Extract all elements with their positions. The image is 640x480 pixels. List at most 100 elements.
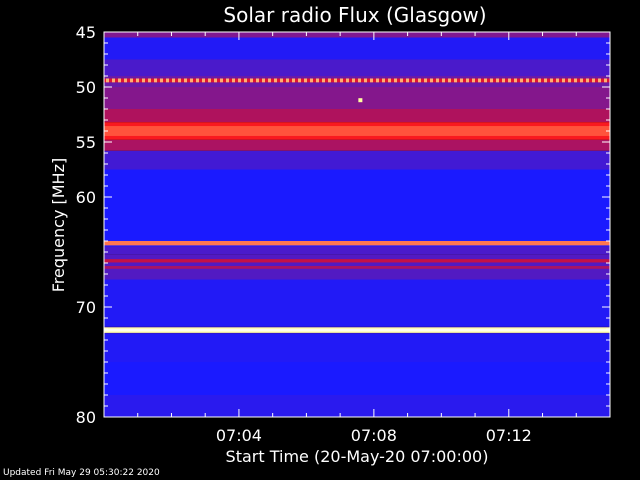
emission-line xyxy=(104,259,610,263)
frequency-band xyxy=(104,109,610,123)
emission-line xyxy=(104,126,610,136)
emission-line-dot xyxy=(388,78,391,83)
frequency-band xyxy=(104,333,610,362)
point-source xyxy=(358,98,363,103)
emission-line xyxy=(104,241,610,246)
emission-line-dot xyxy=(256,78,259,83)
x-tick-label: 07:04 xyxy=(216,426,262,445)
axes: 45 50 55 60 70 80 07:04 07:08 07:12 xyxy=(76,23,611,445)
emission-line-dot xyxy=(328,78,331,83)
emission-line-dot xyxy=(352,78,355,83)
emission-line-dot xyxy=(586,78,589,83)
emission-line-dot xyxy=(574,78,577,83)
emission-line-dot xyxy=(190,78,193,83)
emission-line-dot xyxy=(322,78,325,83)
emission-line-dot xyxy=(442,78,445,83)
emission-line-dot xyxy=(466,78,469,83)
emission-line-dot xyxy=(232,78,235,83)
emission-line-dot xyxy=(514,78,517,83)
emission-line-dot xyxy=(124,78,127,83)
emission-line-dot xyxy=(166,78,169,83)
emission-line-dot xyxy=(490,78,493,83)
emission-line-dot xyxy=(184,78,187,83)
updated-timestamp: Updated Fri May 29 05:30:22 2020 xyxy=(3,468,160,478)
frequency-band xyxy=(104,59,610,76)
y-tick-label: 45 xyxy=(76,23,96,42)
emission-line-dot xyxy=(520,78,523,83)
emission-line-dot xyxy=(418,78,421,83)
emission-line-dot xyxy=(544,78,547,83)
emission-line-dot xyxy=(202,78,205,83)
emission-line-dot xyxy=(112,78,115,83)
emission-line-dot xyxy=(214,78,217,83)
emission-line-dot xyxy=(106,78,109,83)
emission-line-dot xyxy=(346,78,349,83)
plot-frame xyxy=(103,31,611,418)
emission-line-dot xyxy=(310,78,313,83)
emission-line-dot xyxy=(568,78,571,83)
chart-title: Solar radio Flux (Glasgow) xyxy=(223,3,486,27)
emission-line-dot xyxy=(262,78,265,83)
frequency-band xyxy=(104,279,610,327)
emission-line-dot xyxy=(376,78,379,83)
emission-line-dot xyxy=(478,78,481,83)
emission-line-dot xyxy=(304,78,307,83)
emission-line-dot xyxy=(508,78,511,83)
emission-line-dot xyxy=(244,78,247,83)
emission-line-dot xyxy=(460,78,463,83)
emission-line-dot xyxy=(130,78,133,83)
x-axis-label: Start Time (20-May-20 07:00:00) xyxy=(226,447,489,466)
frequency-band xyxy=(104,246,610,255)
emission-line-dot xyxy=(412,78,415,83)
emission-line-dot xyxy=(292,78,295,83)
frequency-band xyxy=(104,87,610,109)
emission-line-dot xyxy=(556,78,559,83)
emission-line-dot xyxy=(340,78,343,83)
frequency-band xyxy=(104,362,610,395)
emission-line-dot xyxy=(400,78,403,83)
heatmap-area xyxy=(104,32,610,417)
emission-line-dot xyxy=(364,78,367,83)
emission-line-dot xyxy=(172,78,175,83)
emission-line-dot xyxy=(526,78,529,83)
emission-line-dot xyxy=(598,78,601,83)
y-tick-label: 60 xyxy=(76,188,96,207)
emission-line-dot xyxy=(406,78,409,83)
emission-line-dot xyxy=(268,78,271,83)
x-tick-label: 07:12 xyxy=(486,426,532,445)
y-axis-label: Frequency [MHz] xyxy=(49,158,68,292)
emission-line-dot xyxy=(316,78,319,83)
emission-line-dot xyxy=(220,78,223,83)
emission-line-dot xyxy=(592,78,595,83)
emission-line-dot xyxy=(142,78,145,83)
emission-line-dot xyxy=(496,78,499,83)
emission-line-dot xyxy=(532,78,535,83)
emission-line-dot xyxy=(394,78,397,83)
x-tick-label: 07:08 xyxy=(351,426,397,445)
emission-line-dot xyxy=(550,78,553,83)
emission-line-dot xyxy=(436,78,439,83)
frequency-band xyxy=(104,32,610,38)
emission-line-dot xyxy=(160,78,163,83)
emission-line-dot xyxy=(430,78,433,83)
emission-line-dot xyxy=(286,78,289,83)
frequency-band xyxy=(104,37,610,60)
frequency-band xyxy=(104,395,610,417)
emission-line-dot xyxy=(358,78,361,83)
emission-line-dot xyxy=(154,78,157,83)
y-tick-label: 55 xyxy=(76,133,96,152)
y-tick-label: 70 xyxy=(76,298,96,317)
emission-line-dot xyxy=(238,78,241,83)
emission-line-dot xyxy=(280,78,283,83)
emission-line-dot xyxy=(370,78,373,83)
y-tick-label: 50 xyxy=(76,78,96,97)
emission-line-dot xyxy=(448,78,451,83)
emission-line-dot xyxy=(472,78,475,83)
emission-line-dot xyxy=(196,78,199,83)
emission-line-dot xyxy=(580,78,583,83)
emission-line-dot xyxy=(334,78,337,83)
frequency-band xyxy=(104,139,610,151)
emission-line-dot xyxy=(562,78,565,83)
emission-line-dot xyxy=(148,78,151,83)
